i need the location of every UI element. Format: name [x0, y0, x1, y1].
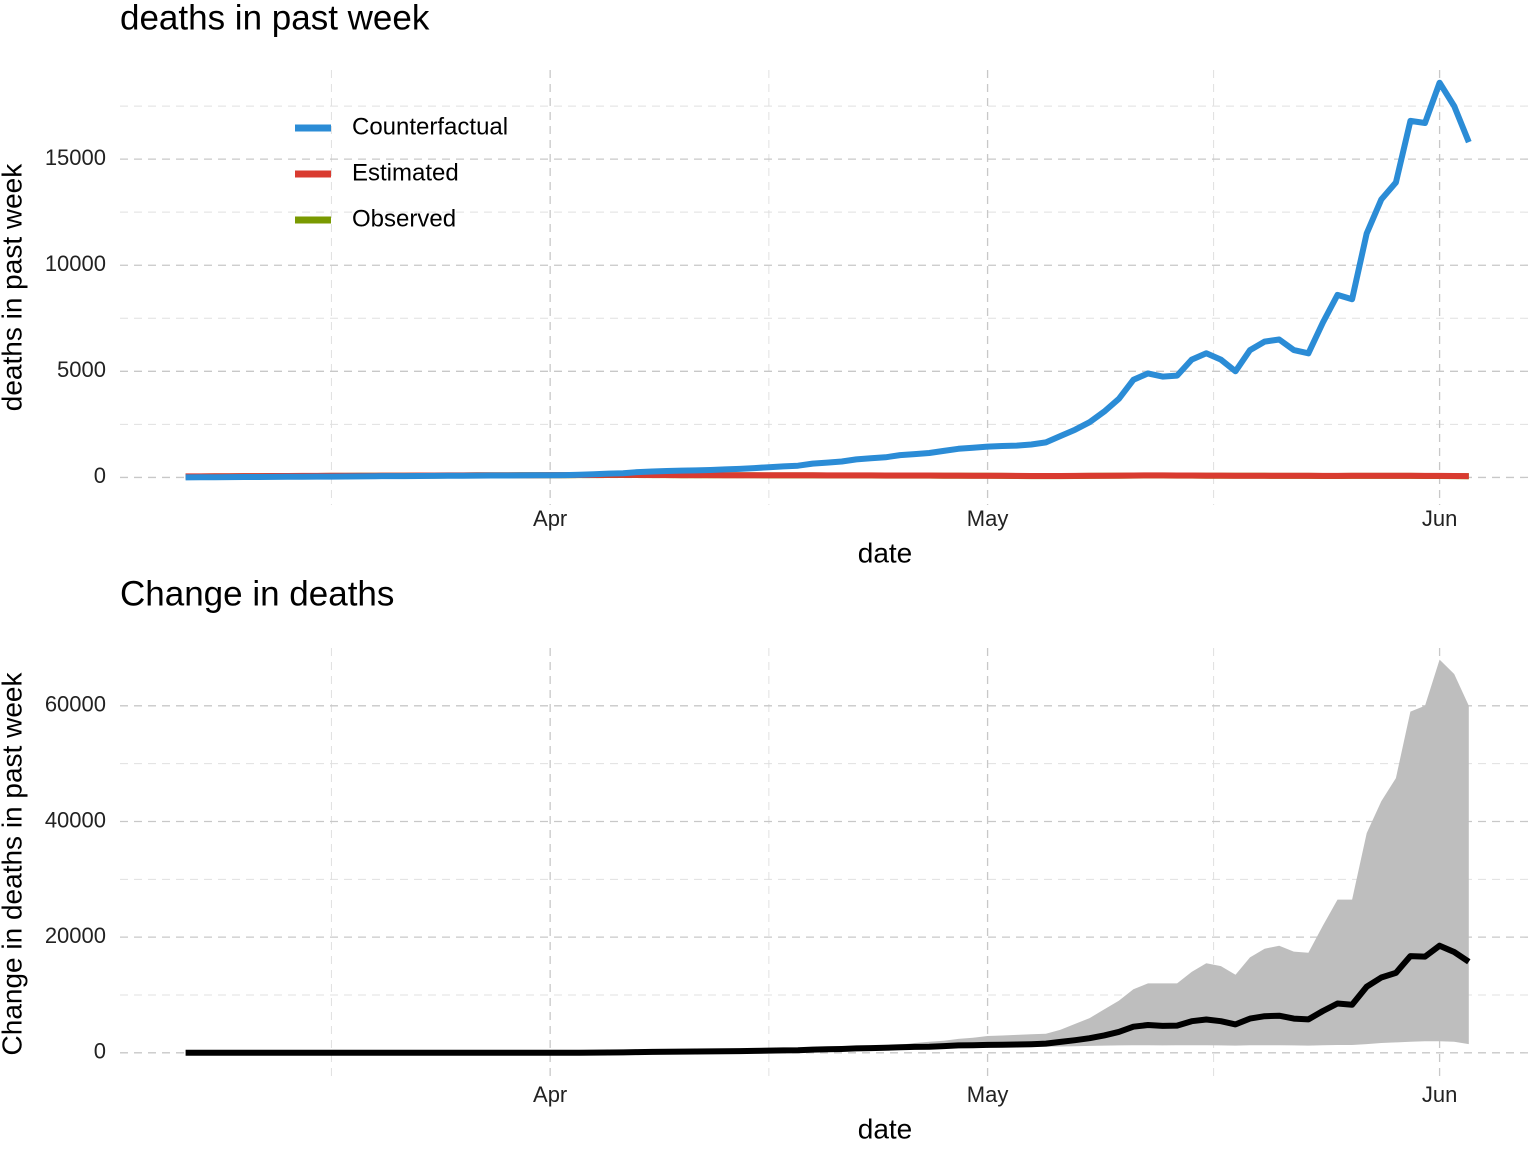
chart-title: Change in deaths	[120, 574, 394, 613]
y-tick-label: 5000	[57, 357, 106, 382]
y-tick-label: 40000	[45, 807, 106, 832]
x-tick-label: May	[967, 1082, 1009, 1107]
ribbon	[185, 659, 1469, 1053]
x-tick-label: Jun	[1422, 1082, 1457, 1107]
x-axis-label: date	[858, 1113, 913, 1144]
y-axis-label: Change in deaths in past week	[0, 672, 27, 1056]
legend-label: Observed	[352, 205, 456, 232]
y-tick-label: 10000	[45, 251, 106, 276]
x-tick-label: Apr	[533, 1082, 567, 1107]
x-axis-label: date	[858, 537, 913, 568]
x-tick-label: Apr	[533, 506, 567, 531]
line	[185, 79, 1472, 481]
y-tick-label: 20000	[45, 923, 106, 948]
chart-title: deaths in past week	[120, 0, 430, 37]
y-tick-label: 15000	[45, 145, 106, 170]
line	[185, 942, 1471, 1056]
legend-label: Counterfactual	[352, 113, 508, 140]
y-tick-label: 60000	[45, 692, 106, 717]
y-axis-label: deaths in past week	[0, 163, 27, 411]
legend-label: Estimated	[352, 159, 459, 186]
y-tick-label: 0	[94, 1039, 106, 1064]
panel: Change in deaths date Change in deaths in …	[0, 574, 1530, 1144]
panel: deaths in past week date deaths in past we…	[0, 0, 1530, 568]
x-tick-label: Jun	[1422, 506, 1457, 531]
y-tick-label: 0	[94, 463, 106, 488]
x-tick-label: May	[967, 506, 1009, 531]
